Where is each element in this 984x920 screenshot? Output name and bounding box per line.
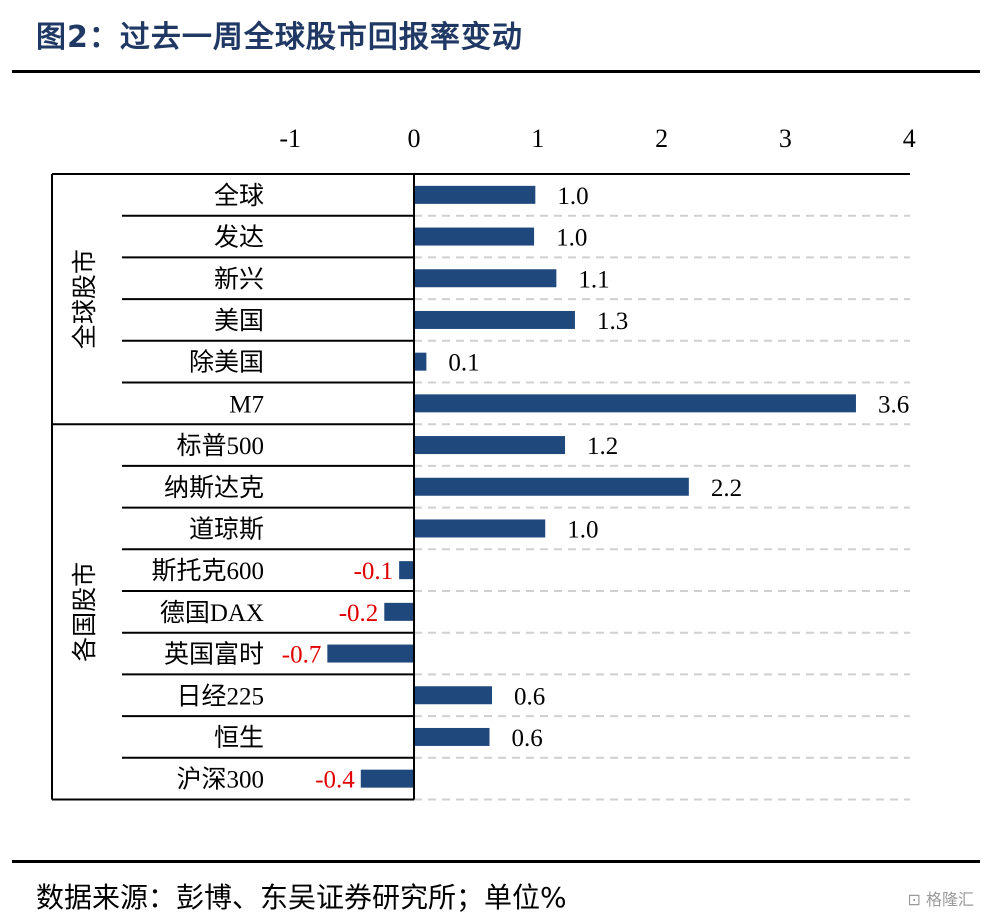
bar [399, 561, 414, 580]
top-rule [12, 70, 980, 73]
x-tick-label: 0 [408, 124, 421, 153]
bar [384, 602, 414, 621]
category-label: 纳斯达克 [164, 474, 264, 502]
category-label: 日经225 [176, 682, 264, 710]
bar [414, 352, 427, 371]
watermark-logo-icon: ⊡ [907, 890, 921, 909]
bar [327, 644, 414, 663]
data-label: -0.7 [282, 642, 322, 669]
category-label: 全球 [214, 182, 264, 210]
watermark: ⊡ 格隆汇 [907, 886, 974, 910]
category-label: 新兴 [214, 265, 264, 293]
category-label: 英国富时 [164, 641, 264, 669]
category-label: 标普500 [176, 432, 264, 460]
chart-title: 图2：过去一周全球股市回报率变动 [36, 20, 523, 55]
bar [414, 185, 536, 204]
data-label: 0.6 [514, 683, 545, 710]
x-tick-label: 2 [655, 124, 668, 153]
category-label: M7 [229, 391, 264, 418]
bars [327, 174, 856, 800]
data-label: 1.0 [556, 225, 587, 252]
bar [414, 519, 546, 538]
x-tick-label: 1 [531, 124, 544, 153]
category-label: 恒生 [214, 724, 264, 752]
grid-lines [51, 173, 910, 801]
bar [414, 436, 566, 455]
data-label: 3.6 [878, 391, 909, 418]
watermark-text: 格隆汇 [925, 890, 974, 909]
x-tick-label: 3 [779, 124, 792, 153]
data-label: 1.1 [578, 266, 609, 293]
category-label: 沪深300 [176, 766, 264, 794]
data-label: 0.1 [448, 350, 479, 377]
data-label: 2.2 [711, 475, 742, 502]
x-tick-labels: -1 0 1 2 3 4 [279, 124, 915, 153]
data-label: -0.4 [315, 767, 355, 794]
group-label: 全球股市 [71, 249, 99, 349]
data-label: -0.2 [339, 600, 379, 627]
data-label: -0.1 [354, 558, 394, 585]
bar [414, 269, 557, 288]
category-label: 发达 [214, 224, 264, 252]
category-label: 斯托克600 [151, 557, 264, 585]
category-label: 美国 [214, 307, 264, 335]
x-tick-label: -1 [279, 124, 301, 153]
category-label: 除美国 [189, 349, 264, 377]
bar [360, 769, 414, 788]
data-label: 1.3 [597, 308, 628, 335]
bar [414, 686, 492, 705]
bar [414, 394, 856, 413]
bar [414, 227, 535, 246]
bottom-rule [12, 860, 980, 863]
data-label: 0.6 [512, 725, 543, 752]
group-label: 各国股市 [71, 562, 99, 662]
data-label: 1.2 [587, 433, 618, 460]
bar [414, 477, 689, 496]
data-label: 1.0 [567, 516, 598, 543]
category-label: 道琼斯 [189, 515, 264, 543]
bar [414, 310, 575, 329]
data-label: 1.0 [557, 183, 588, 210]
value-labels: 1.0 1.0 1.1 1.3 0.1 3.6 1.2 2.2 1.0 -0.1 -0.2 -0.7 0… [282, 183, 909, 794]
source-note: 数据来源：彭博、东吴证券研究所；单位% [36, 881, 567, 914]
category-label: 德国DAX [160, 599, 264, 627]
bar [414, 727, 490, 746]
x-tick-label: 4 [903, 124, 916, 153]
